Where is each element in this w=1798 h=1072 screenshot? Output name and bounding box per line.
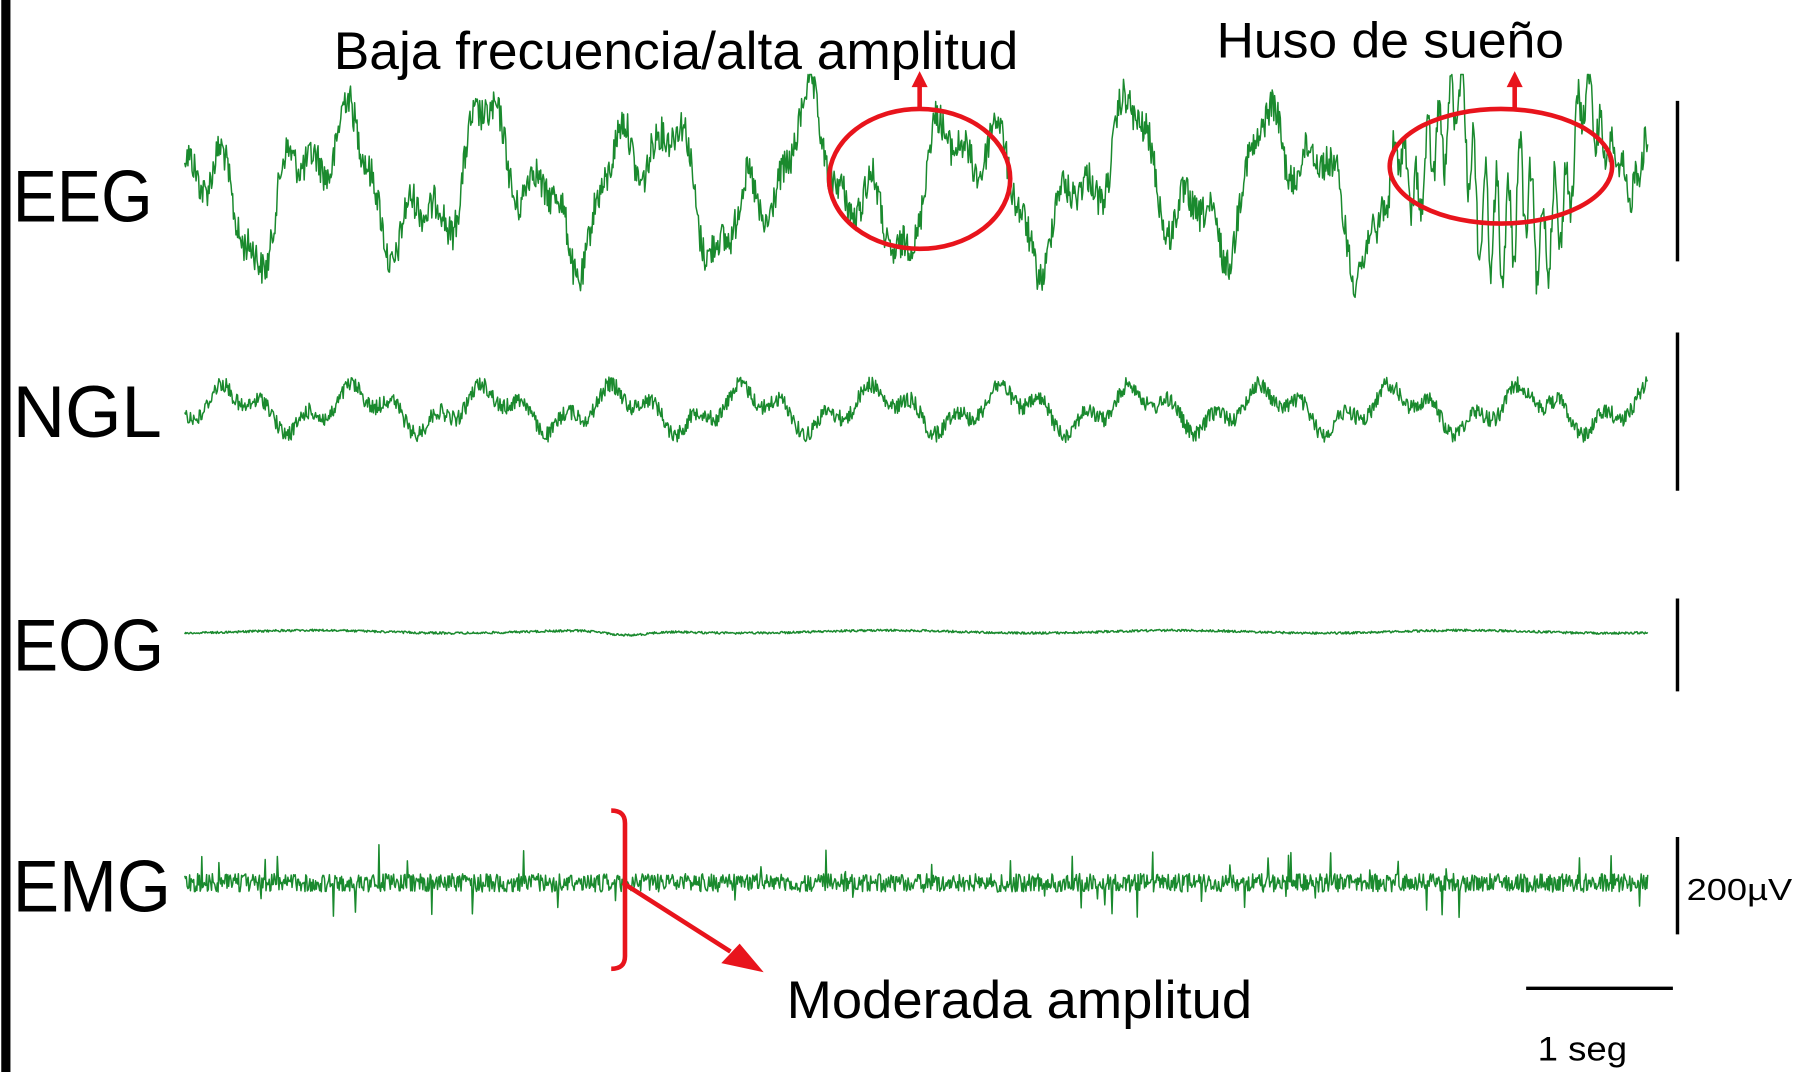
channel-label: NGL xyxy=(13,371,162,453)
arrowhead xyxy=(721,943,764,973)
signal-trace xyxy=(184,628,1649,637)
signal-trace xyxy=(184,844,1649,919)
arrow xyxy=(621,880,732,954)
left-edge xyxy=(1,0,11,1072)
channel-label: EOG xyxy=(13,605,164,687)
arrowhead xyxy=(1506,71,1523,88)
amplitude-scale-label: 200µV xyxy=(1687,872,1793,907)
annotation: Baja frecuencia/alta amplitud xyxy=(334,22,1018,81)
signal-trace xyxy=(184,376,1649,444)
arrowhead xyxy=(911,71,928,88)
annotation: Huso de sueño xyxy=(1217,11,1564,68)
channel-label: EMG xyxy=(13,845,171,927)
annotation: Moderada amplitud xyxy=(787,971,1252,1030)
channel-label: EEG xyxy=(13,155,153,237)
time-scale-label: 1 seg xyxy=(1538,1031,1627,1069)
bracket xyxy=(611,808,628,972)
highlight-ellipse xyxy=(1387,106,1615,226)
